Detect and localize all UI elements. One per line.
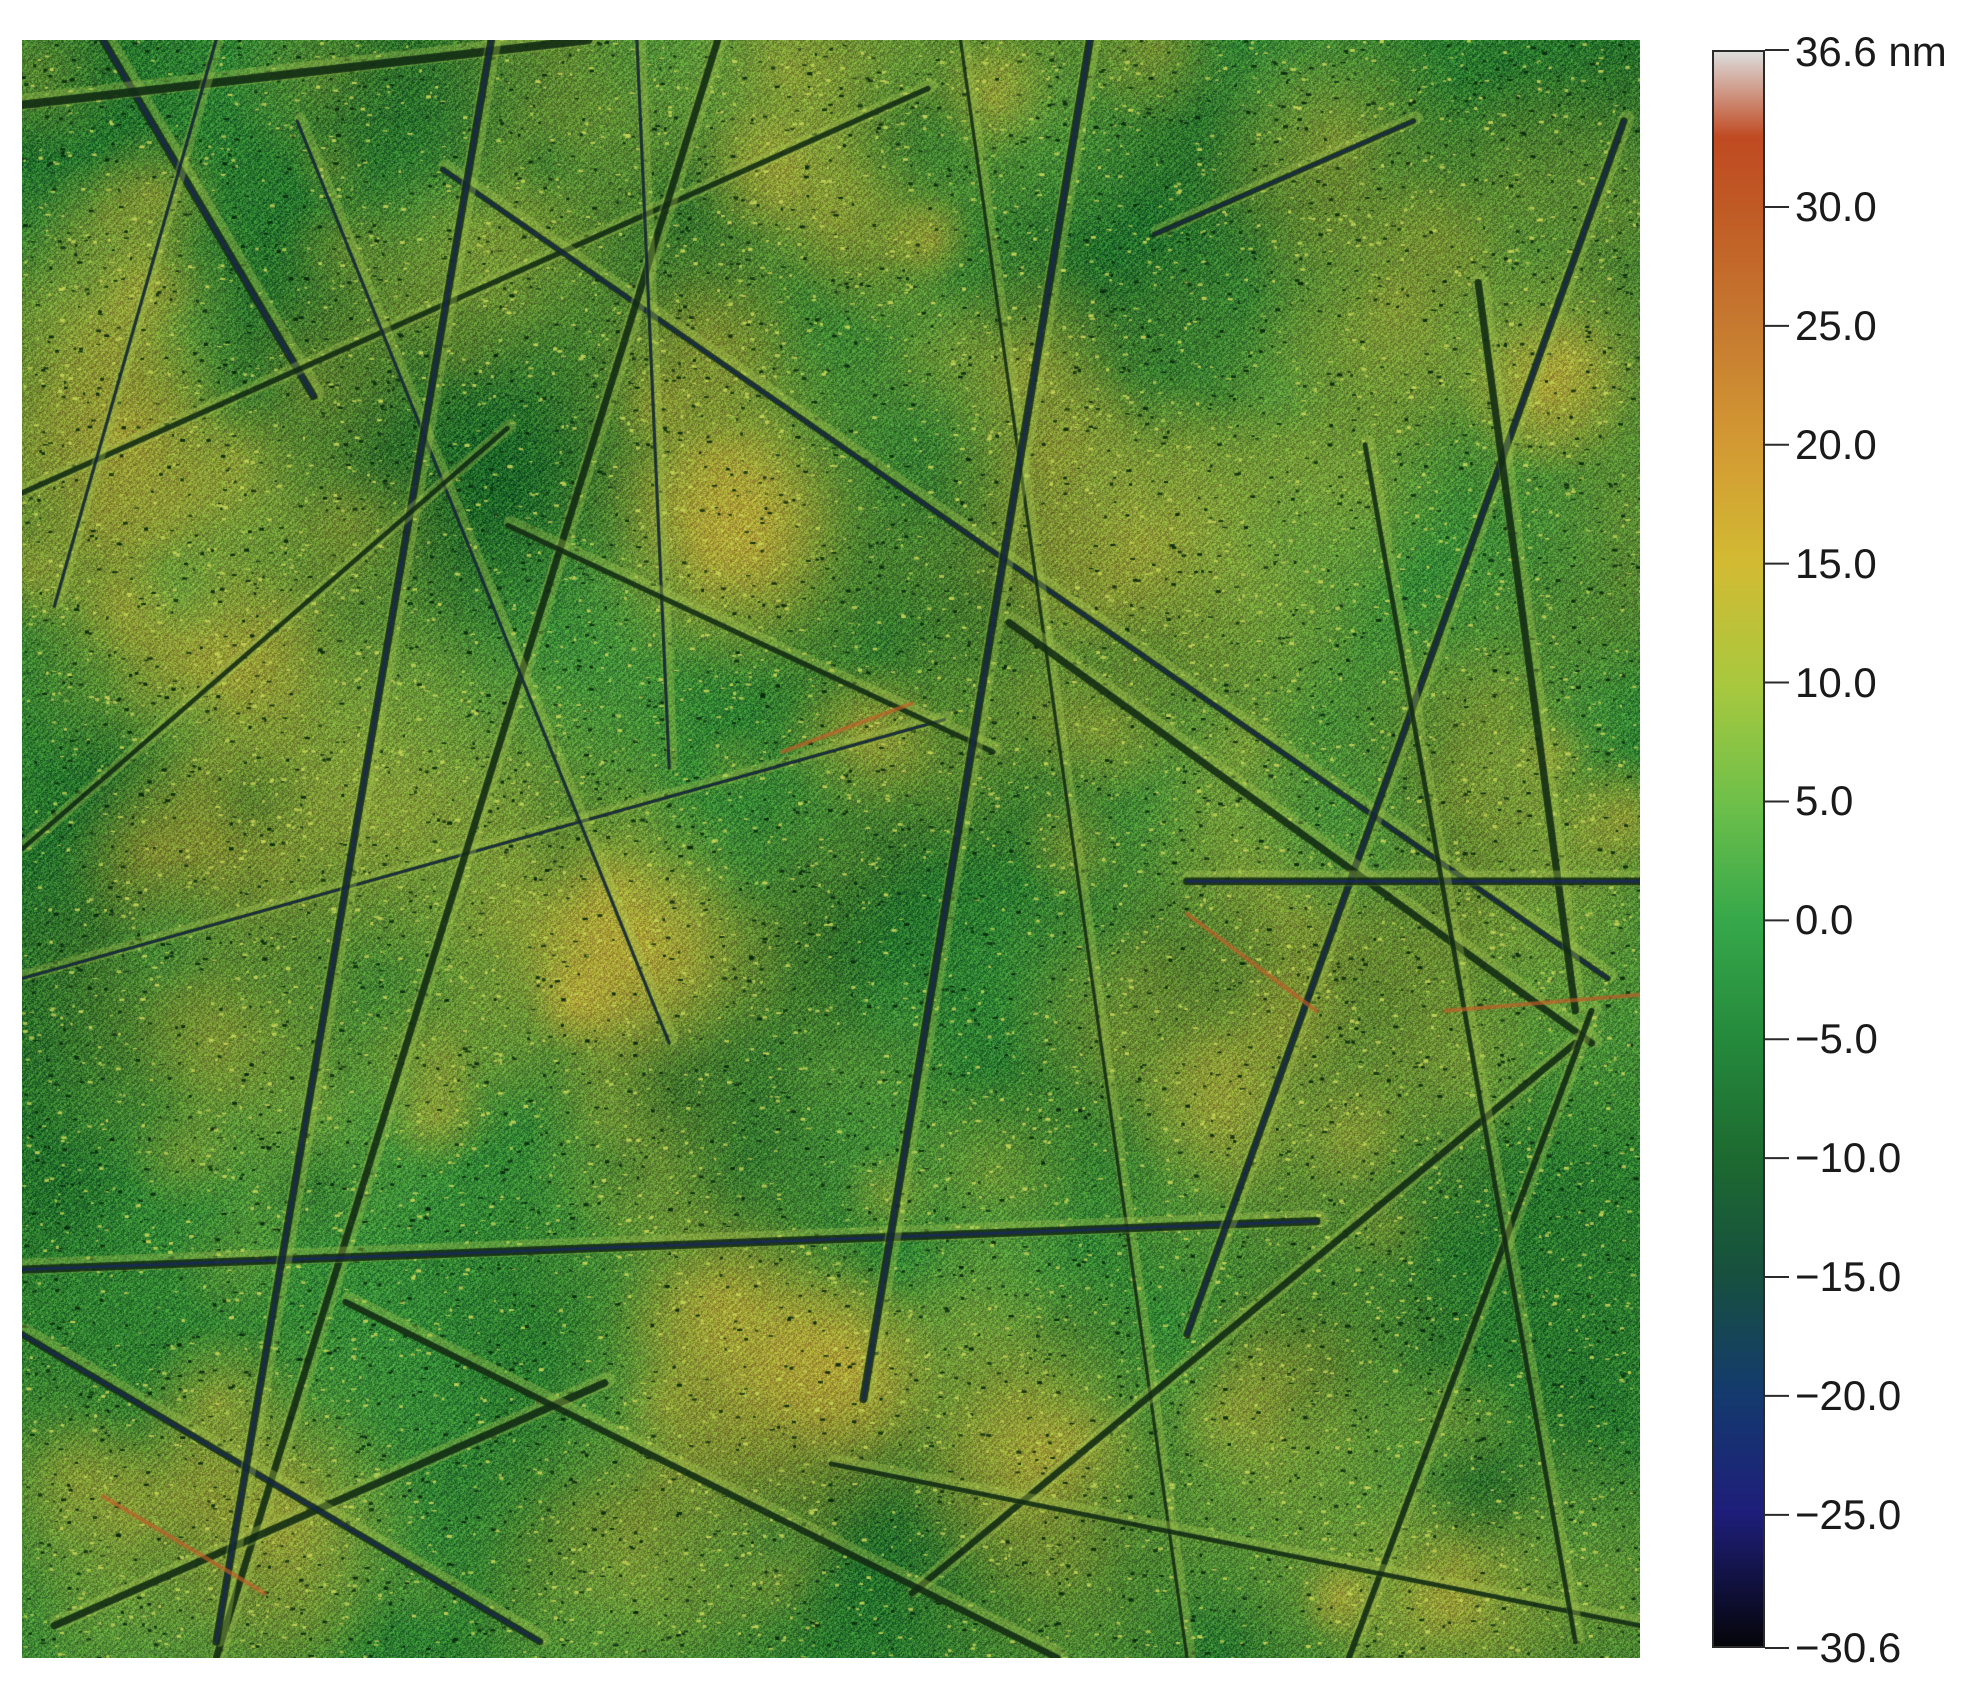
colorbar-tick-label: −25.0 — [1795, 1490, 1902, 1538]
colorbar-tick-label: 5.0 — [1795, 777, 1854, 825]
colorbar-tick-label: 0.0 — [1795, 896, 1854, 944]
afm-height-map-image — [22, 40, 1640, 1658]
colorbar-max-label: 36.6 nm — [1795, 28, 1947, 75]
colorbar-tick-label: 10.0 — [1795, 658, 1877, 706]
colorbar-min-label: −30.6 — [1795, 1624, 1902, 1671]
colorbar-tick-label: 15.0 — [1795, 539, 1877, 587]
colorbar-tick-label: 25.0 — [1795, 301, 1877, 349]
colorbar-tick-label: −15.0 — [1795, 1253, 1902, 1301]
colorbar-tick-label: −10.0 — [1795, 1134, 1902, 1182]
height-colorbar — [1712, 50, 1765, 1648]
colorbar-tick-label: 30.0 — [1795, 182, 1877, 230]
colorbar-tick-label: −20.0 — [1795, 1371, 1902, 1419]
colorbar-tick-label: −5.0 — [1795, 1015, 1878, 1063]
colorbar-tick-label: 20.0 — [1795, 420, 1877, 468]
colorbar-tick-marks — [1765, 49, 1789, 1649]
